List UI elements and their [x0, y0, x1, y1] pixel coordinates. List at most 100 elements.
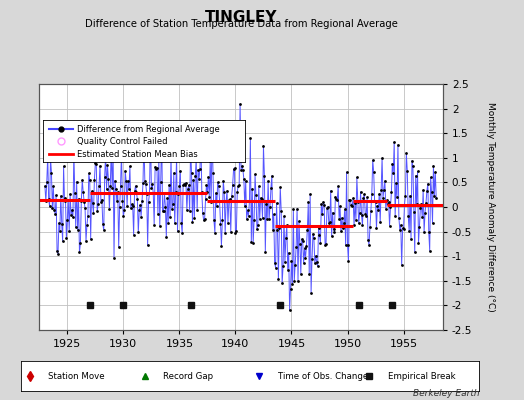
- Point: [302, 243, 311, 250]
- Point: [328, 233, 336, 240]
- Point: [112, 186, 120, 192]
- Point: [83, 222, 91, 228]
- Point: [335, 216, 343, 222]
- Point: [160, 190, 169, 196]
- Point: [149, 190, 157, 196]
- Point: [406, 192, 414, 199]
- Point: [239, 176, 248, 182]
- Point: [154, 211, 162, 217]
- Point: [370, 198, 379, 204]
- Point: [76, 240, 84, 247]
- Point: [194, 166, 202, 173]
- Point: [430, 193, 439, 199]
- Point: [283, 266, 292, 273]
- Point: [45, 196, 53, 202]
- Point: [106, 182, 114, 189]
- Point: [206, 158, 214, 164]
- Point: [347, 202, 355, 208]
- Text: Time of Obs. Change: Time of Obs. Change: [278, 372, 368, 381]
- Point: [140, 178, 149, 184]
- Point: [100, 227, 108, 234]
- Point: [204, 174, 213, 181]
- Point: [354, 198, 362, 205]
- Point: [398, 262, 406, 269]
- Point: [367, 208, 375, 214]
- Point: [102, 151, 110, 157]
- Point: [312, 252, 320, 259]
- Point: [65, 228, 73, 234]
- Point: [297, 270, 305, 277]
- Point: [364, 236, 372, 243]
- Point: [259, 142, 268, 149]
- Point: [91, 160, 100, 166]
- Point: [331, 194, 340, 200]
- Point: [213, 203, 221, 209]
- Point: [389, 170, 398, 176]
- Point: [431, 168, 440, 175]
- Point: [428, 189, 436, 195]
- Point: [350, 222, 358, 228]
- Point: [218, 217, 226, 223]
- Point: [291, 262, 299, 268]
- Point: [244, 212, 253, 219]
- Point: [89, 210, 97, 216]
- Point: [400, 201, 409, 208]
- Point: [294, 278, 302, 284]
- Point: [79, 189, 88, 195]
- Point: [337, 228, 345, 234]
- Point: [174, 191, 183, 197]
- Point: [251, 171, 259, 178]
- Point: [381, 206, 390, 212]
- Point: [362, 212, 370, 219]
- Point: [316, 239, 325, 246]
- Point: [54, 251, 62, 257]
- Point: [405, 228, 413, 234]
- Point: [137, 214, 145, 220]
- Point: [236, 100, 244, 107]
- Point: [261, 249, 269, 255]
- Point: [61, 195, 70, 201]
- Point: [409, 163, 417, 170]
- Point: [152, 166, 160, 172]
- Point: [419, 187, 428, 193]
- Point: [264, 178, 272, 184]
- Point: [345, 196, 354, 203]
- Point: [157, 129, 166, 136]
- Point: [114, 189, 122, 195]
- Point: [93, 208, 102, 215]
- Point: [221, 230, 230, 237]
- Point: [111, 178, 119, 184]
- Point: [134, 229, 143, 236]
- Point: [267, 185, 275, 192]
- Point: [82, 238, 90, 244]
- Point: [46, 155, 54, 161]
- Point: [313, 263, 322, 269]
- Point: [122, 178, 130, 184]
- Point: [211, 230, 219, 236]
- Point: [184, 182, 193, 188]
- Point: [109, 147, 117, 153]
- Point: [270, 260, 279, 266]
- Point: [346, 197, 355, 204]
- Point: [422, 200, 430, 206]
- Point: [64, 196, 72, 203]
- Point: [165, 182, 173, 188]
- Point: [170, 170, 178, 176]
- Point: [129, 232, 138, 238]
- Point: [77, 198, 85, 204]
- Point: [387, 189, 396, 195]
- Point: [158, 208, 167, 214]
- Point: [260, 172, 269, 179]
- Point: [102, 186, 111, 192]
- Point: [408, 158, 416, 164]
- Point: [275, 224, 283, 231]
- Point: [104, 176, 113, 182]
- Point: [69, 214, 77, 221]
- Point: [319, 199, 328, 205]
- Point: [97, 196, 106, 203]
- Point: [279, 263, 287, 270]
- Point: [372, 198, 380, 205]
- Point: [413, 168, 422, 174]
- Point: [80, 198, 89, 205]
- Point: [193, 207, 201, 214]
